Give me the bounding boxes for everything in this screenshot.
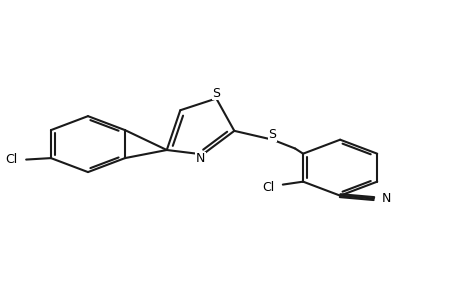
Text: S: S — [268, 128, 276, 141]
Text: Cl: Cl — [262, 181, 274, 194]
Text: N: N — [196, 152, 205, 165]
Text: Cl: Cl — [5, 153, 17, 166]
Text: S: S — [212, 87, 220, 100]
Text: N: N — [381, 192, 391, 205]
